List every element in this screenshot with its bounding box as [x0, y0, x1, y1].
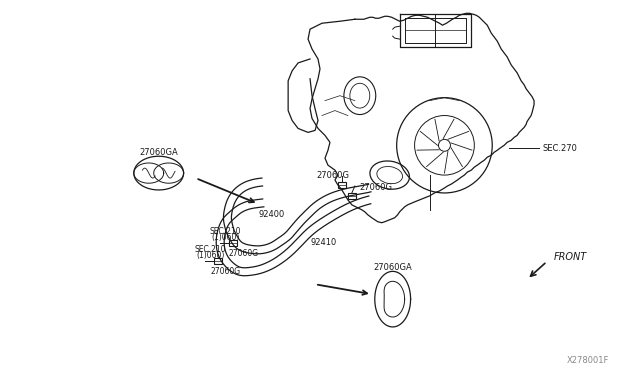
Text: (1)060): (1)060)	[211, 233, 239, 242]
Text: 27060G: 27060G	[211, 267, 241, 276]
Text: (1)060): (1)060)	[196, 251, 225, 260]
Text: FRONT: FRONT	[554, 253, 588, 263]
Text: X278001F: X278001F	[566, 356, 609, 365]
Text: SEC.270: SEC.270	[542, 144, 577, 153]
Text: SEC.210: SEC.210	[210, 227, 241, 236]
Text: SEC.210: SEC.210	[195, 245, 226, 254]
Text: 27060G: 27060G	[360, 183, 393, 192]
Text: 92410: 92410	[310, 238, 336, 247]
Text: 92400: 92400	[259, 210, 285, 219]
Text: 27060GA: 27060GA	[373, 263, 412, 272]
Text: 27060GA: 27060GA	[140, 148, 178, 157]
Text: 27060G: 27060G	[316, 171, 349, 180]
Text: 27060G: 27060G	[228, 249, 259, 258]
